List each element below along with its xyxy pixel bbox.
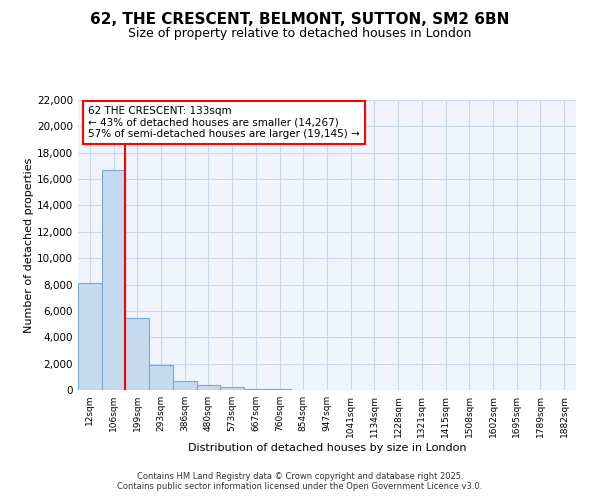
Bar	[78, 283, 102, 390]
Text: Size of property relative to detached houses in London: Size of property relative to detached ho…	[128, 28, 472, 40]
Bar	[244, 388, 268, 390]
Text: Contains HM Land Registry data © Crown copyright and database right 2025.
Contai: Contains HM Land Registry data © Crown c…	[118, 472, 482, 491]
Bar	[149, 365, 173, 390]
Bar	[220, 388, 244, 390]
Bar	[125, 318, 149, 390]
Bar	[197, 384, 220, 390]
X-axis label: Distribution of detached houses by size in London: Distribution of detached houses by size …	[188, 442, 466, 452]
Bar	[173, 381, 197, 390]
Text: 62, THE CRESCENT, BELMONT, SUTTON, SM2 6BN: 62, THE CRESCENT, BELMONT, SUTTON, SM2 6…	[91, 12, 509, 28]
Bar	[102, 170, 125, 390]
Y-axis label: Number of detached properties: Number of detached properties	[24, 158, 34, 332]
Text: 62 THE CRESCENT: 133sqm
← 43% of detached houses are smaller (14,267)
57% of sem: 62 THE CRESCENT: 133sqm ← 43% of detache…	[88, 106, 360, 139]
